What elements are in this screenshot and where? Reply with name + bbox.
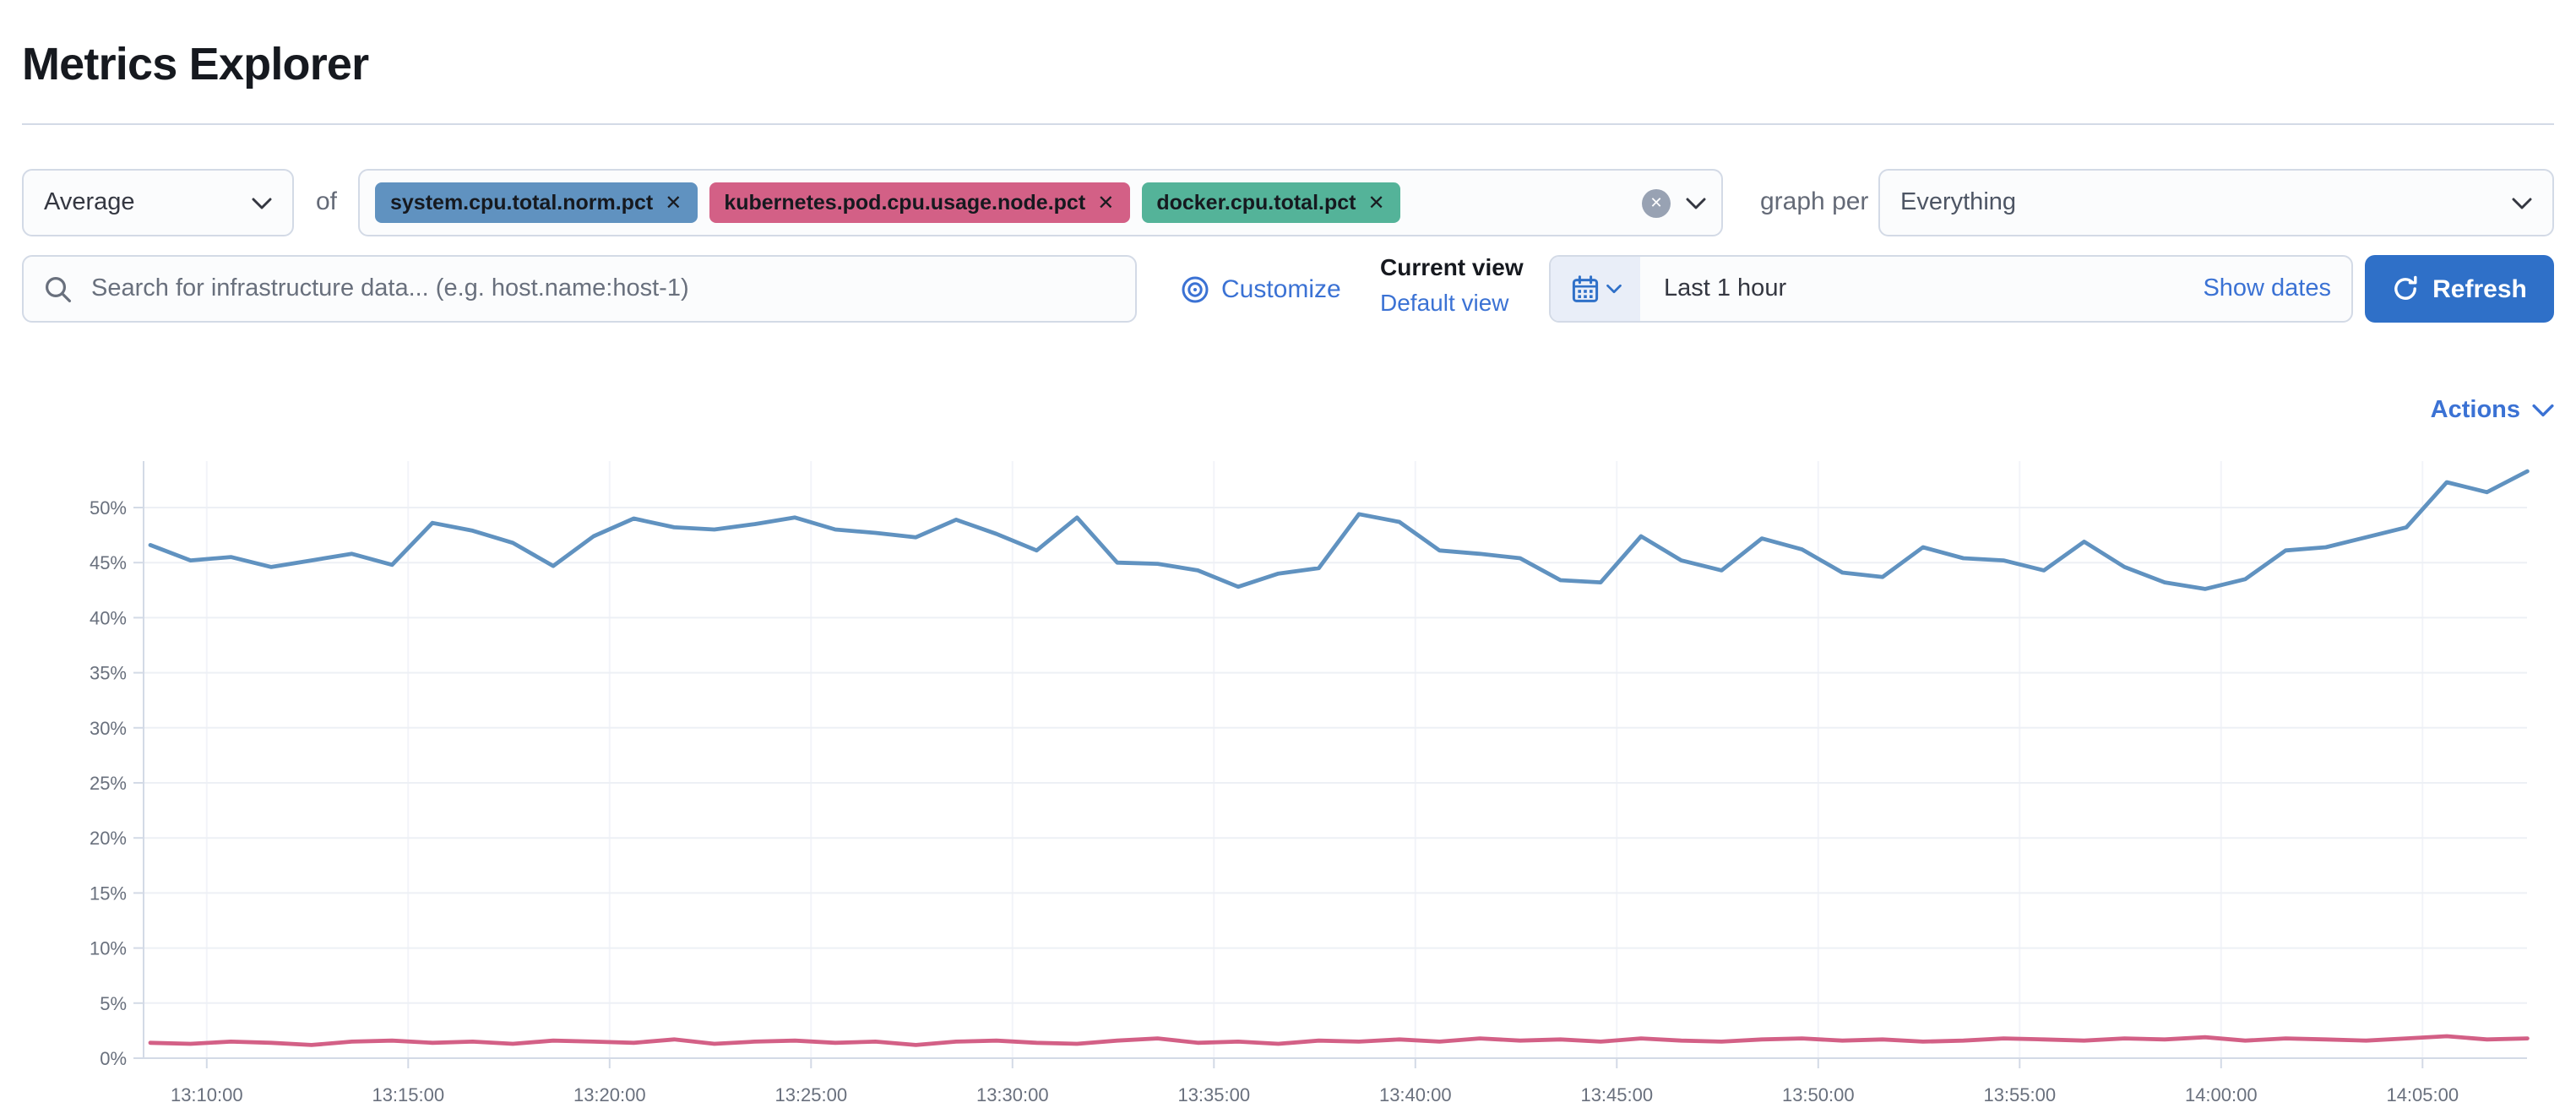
page-title: Metrics Explorer bbox=[22, 39, 369, 90]
svg-text:45%: 45% bbox=[90, 552, 127, 573]
group-by-value: Everything bbox=[1900, 189, 2017, 216]
svg-text:13:40:00: 13:40:00 bbox=[1379, 1084, 1452, 1105]
header-divider bbox=[22, 123, 2554, 125]
show-dates-link[interactable]: Show dates bbox=[2203, 275, 2331, 302]
customize-button[interactable]: Customize bbox=[1181, 255, 1341, 323]
svg-text:5%: 5% bbox=[100, 993, 127, 1014]
chevron-down-icon bbox=[2512, 197, 2532, 209]
remove-metric-icon[interactable]: ✕ bbox=[1097, 191, 1115, 215]
svg-text:25%: 25% bbox=[90, 773, 127, 794]
search-bar bbox=[22, 255, 1137, 323]
svg-text:50%: 50% bbox=[90, 497, 127, 519]
chevron-down-icon bbox=[252, 197, 272, 209]
metric-pill-label: system.cpu.total.norm.pct bbox=[390, 191, 654, 215]
remove-metric-icon[interactable]: ✕ bbox=[665, 191, 682, 215]
remove-metric-icon[interactable]: ✕ bbox=[1367, 191, 1385, 215]
refresh-button[interactable]: Refresh bbox=[2365, 255, 2554, 323]
svg-text:13:25:00: 13:25:00 bbox=[774, 1084, 847, 1105]
time-range-value[interactable]: Last 1 hour bbox=[1664, 275, 1787, 302]
customize-label: Customize bbox=[1221, 274, 1341, 303]
metric-pill[interactable]: system.cpu.total.norm.pct ✕ bbox=[375, 182, 698, 223]
of-label: of bbox=[316, 187, 338, 216]
svg-text:14:00:00: 14:00:00 bbox=[2185, 1084, 2258, 1105]
chevron-down-icon bbox=[2532, 404, 2554, 417]
group-by-select[interactable]: Everything bbox=[1878, 169, 2554, 236]
search-input[interactable] bbox=[88, 274, 1115, 304]
metric-pill-label: docker.cpu.total.pct bbox=[1156, 191, 1356, 215]
current-view-label: Current view bbox=[1380, 253, 1524, 280]
refresh-label: Refresh bbox=[2432, 274, 2527, 303]
svg-text:13:45:00: 13:45:00 bbox=[1580, 1084, 1653, 1105]
actions-label: Actions bbox=[2430, 397, 2520, 424]
svg-text:35%: 35% bbox=[90, 663, 127, 684]
quick-select-button[interactable] bbox=[1551, 257, 1640, 321]
metrics-chart[interactable]: 13:10:00 13:15:00 13:20:00 13:25:00 13:30:00… bbox=[0, 448, 2576, 1108]
svg-text:13:50:00: 13:50:00 bbox=[1782, 1084, 1855, 1105]
calendar-icon bbox=[1570, 274, 1599, 303]
svg-text:10%: 10% bbox=[90, 938, 127, 959]
view-toggle: Current view Default view bbox=[1380, 250, 1524, 321]
actions-menu-button[interactable]: Actions bbox=[2431, 397, 2554, 424]
svg-text:13:10:00: 13:10:00 bbox=[171, 1084, 243, 1105]
graph-per-label: graph per bbox=[1760, 187, 1869, 216]
line-chart[interactable]: 13:10:00 13:15:00 13:20:00 13:25:00 13:30:00… bbox=[0, 448, 2576, 1108]
svg-text:13:30:00: 13:30:00 bbox=[976, 1084, 1049, 1105]
svg-text:13:20:00: 13:20:00 bbox=[573, 1084, 646, 1105]
svg-text:20%: 20% bbox=[90, 828, 127, 849]
refresh-icon bbox=[2392, 275, 2419, 302]
svg-text:13:35:00: 13:35:00 bbox=[1177, 1084, 1250, 1105]
aggregation-value: Average bbox=[44, 189, 135, 216]
chevron-down-icon bbox=[1606, 284, 1621, 294]
customize-icon bbox=[1181, 274, 1209, 303]
search-icon bbox=[44, 274, 73, 303]
default-view-link[interactable]: Default view bbox=[1380, 289, 1509, 316]
aggregation-select[interactable]: Average bbox=[22, 169, 294, 236]
chevron-down-icon[interactable] bbox=[1686, 197, 1706, 209]
svg-text:13:55:00: 13:55:00 bbox=[1983, 1084, 2056, 1105]
metric-pill[interactable]: docker.cpu.total.pct ✕ bbox=[1141, 182, 1400, 223]
svg-text:15%: 15% bbox=[90, 883, 127, 904]
svg-text:13:15:00: 13:15:00 bbox=[372, 1084, 444, 1105]
svg-text:0%: 0% bbox=[100, 1048, 127, 1069]
svg-text:14:05:00: 14:05:00 bbox=[2386, 1084, 2459, 1105]
svg-text:30%: 30% bbox=[90, 718, 127, 739]
metric-pill[interactable]: kubernetes.pod.cpu.usage.node.pct ✕ bbox=[709, 182, 1130, 223]
metric-combobox[interactable]: system.cpu.total.norm.pct ✕ kubernetes.p… bbox=[358, 169, 1723, 236]
svg-text:40%: 40% bbox=[90, 607, 127, 628]
date-picker: Last 1 hour Show dates bbox=[1549, 255, 2353, 323]
clear-all-icon[interactable]: ✕ bbox=[1642, 188, 1671, 217]
metric-pill-label: kubernetes.pod.cpu.usage.node.pct bbox=[724, 191, 1086, 215]
